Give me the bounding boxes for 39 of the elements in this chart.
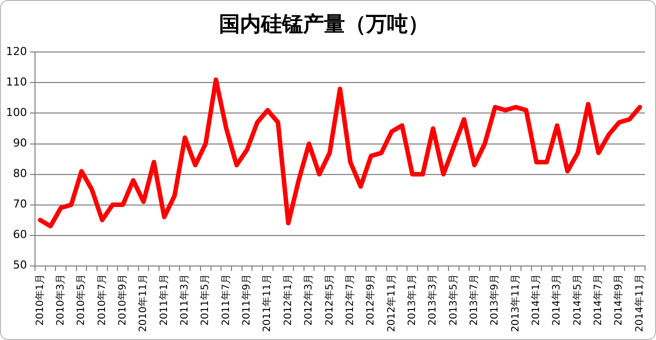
x-tick-label: 2014年3月 — [550, 274, 563, 326]
x-tick-label: 2014年5月 — [571, 274, 584, 326]
x-tick-label: 2011年9月 — [240, 274, 253, 326]
y-tick-label: 80 — [12, 167, 27, 180]
x-tick-label: 2012年1月 — [282, 274, 294, 326]
x-tick-label: 2013年3月 — [426, 274, 439, 326]
y-tick-label: 110 — [6, 76, 27, 89]
x-tick-label: 2010年3月 — [54, 274, 66, 326]
x-tick-label: 2014年11月 — [633, 274, 646, 332]
x-tick-label: 2010年5月 — [75, 274, 88, 326]
y-tick-label: 70 — [12, 198, 27, 211]
x-tick-label: 2013年11月 — [509, 274, 522, 332]
y-tick-label: 90 — [12, 136, 27, 150]
y-tick-label: 120 — [6, 45, 27, 58]
x-tick-label: 2012年3月 — [302, 274, 315, 326]
y-tick-label: 60 — [12, 228, 27, 242]
x-tick-label: 2011年1月 — [158, 274, 170, 326]
x-tick-label: 2010年9月 — [116, 274, 128, 326]
x-tick-label: 2010年11月 — [137, 274, 150, 332]
x-tick-label: 2010年7月 — [96, 274, 108, 326]
x-tick-label: 2014年9月 — [612, 274, 625, 326]
x-tick-label: 2012年11月 — [385, 274, 398, 332]
x-tick-label: 2011年7月 — [220, 274, 232, 326]
x-tick-label: 2014年1月 — [530, 274, 542, 326]
x-tick-label: 2012年7月 — [344, 274, 356, 326]
x-tick-label: 2011年5月 — [199, 274, 212, 326]
x-tick-label: 2011年3月 — [178, 274, 191, 326]
x-tick-label: 2011年11月 — [261, 274, 274, 332]
x-tick-label: 2013年1月 — [406, 274, 418, 326]
x-tick-label: 2012年5月 — [323, 274, 336, 326]
x-tick-label: 2013年7月 — [468, 274, 480, 326]
x-tick-label: 2012年9月 — [364, 274, 377, 326]
y-tick-label: 100 — [6, 106, 27, 120]
x-tick-label: 2010年1月 — [34, 274, 46, 326]
chart-title: 国内硅锰产量（万吨） — [219, 12, 429, 36]
y-tick-label: 50 — [12, 258, 27, 272]
x-tick-label: 2013年9月 — [488, 274, 501, 326]
x-tick-label: 2013年5月 — [447, 274, 460, 326]
x-tick-label: 2014年7月 — [592, 274, 604, 326]
